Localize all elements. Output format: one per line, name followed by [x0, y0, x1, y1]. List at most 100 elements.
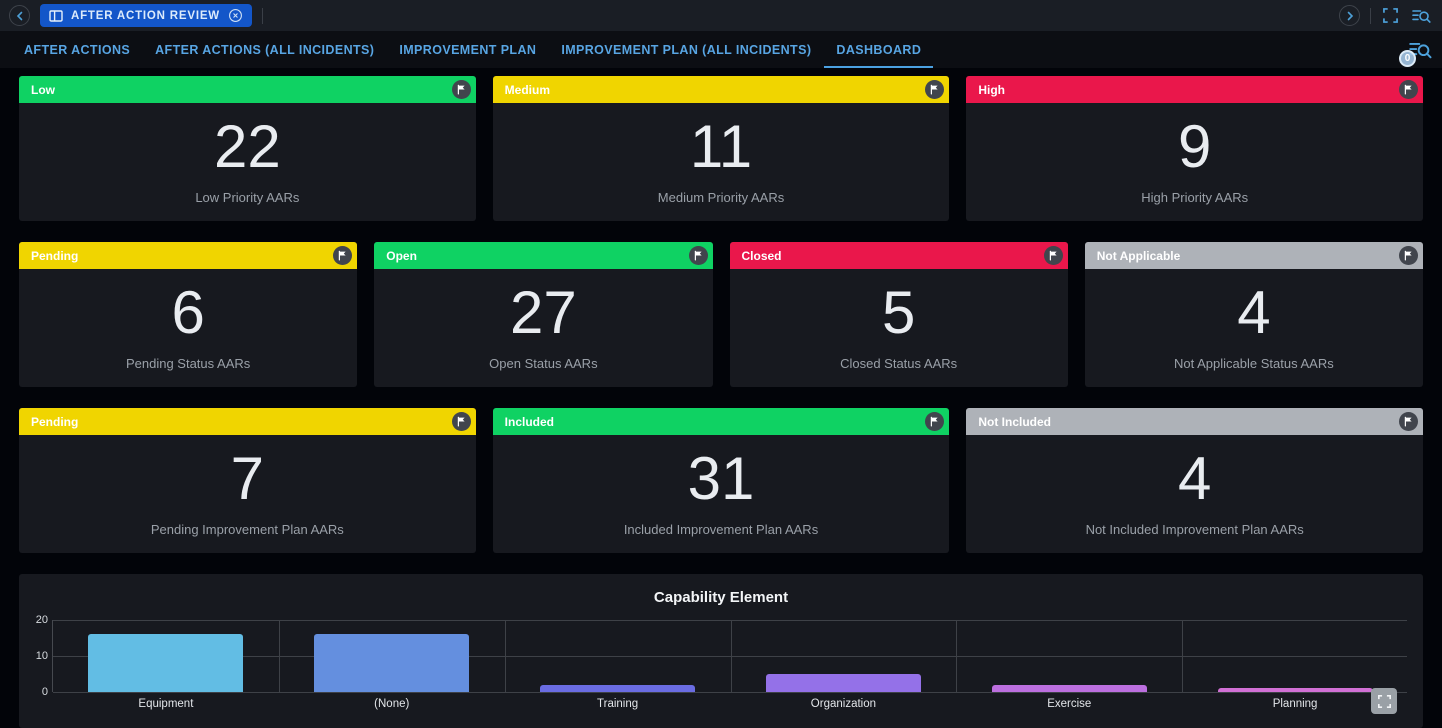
expand-icon	[1377, 694, 1391, 708]
gridline-v	[956, 620, 958, 692]
x-axis-label: Equipment	[138, 698, 194, 710]
tab-dashboard[interactable]: DASHBOARD	[824, 31, 934, 68]
card-value: 6	[171, 279, 205, 346]
card-value: 5	[881, 279, 916, 346]
card-header: Open	[374, 242, 713, 269]
kpi-card-low-priority-aars: Low 22 Low Priority AARs	[19, 76, 476, 221]
flag-icon	[1404, 416, 1412, 427]
flag-button[interactable]	[451, 80, 471, 99]
gridline-v	[1182, 620, 1184, 692]
gridline-v	[278, 620, 280, 692]
card-label: Not Applicable Status AARs	[1174, 356, 1334, 371]
card-header-label: Pending	[31, 248, 79, 263]
card-value: 27	[510, 279, 577, 346]
card-header: Not Included	[966, 408, 1424, 435]
card-header-label: Closed	[741, 248, 782, 263]
capability-element-chart-card: Capability Element 0 10 20 Equipment (None) T…	[19, 574, 1423, 728]
flag-button[interactable]	[333, 246, 353, 265]
card-header-label: Included	[504, 414, 555, 429]
card-value: 9	[1177, 113, 1212, 180]
flag-icon	[931, 84, 938, 95]
card-header-label: Pending	[31, 414, 79, 429]
chevron-right-icon	[1347, 11, 1353, 20]
x-axis-label: Training	[597, 698, 639, 710]
card-header-label: Open	[386, 248, 417, 263]
flag-button[interactable]	[451, 412, 471, 431]
chart-expand-button[interactable]	[1371, 688, 1397, 714]
divider	[261, 7, 263, 24]
card-header: High	[966, 76, 1424, 103]
gridline-v	[730, 620, 732, 692]
flag-button[interactable]	[925, 412, 945, 431]
bar--none-[interactable]	[314, 634, 470, 692]
card-header-label: Low	[31, 82, 55, 97]
card-value: 4	[1177, 445, 1212, 512]
fullscreen-icon	[1383, 8, 1398, 23]
flag-button[interactable]	[925, 80, 945, 99]
kpi-card-pending-improvement-plan-aars: Pending 7 Pending Improvement Plan AARs	[19, 408, 476, 553]
split-columns-icon	[49, 9, 63, 22]
bar-organization[interactable]	[765, 674, 921, 692]
kpi-card-open-status-aars: Open 27 Open Status AARs	[374, 242, 713, 387]
chart-title: Capability Element	[653, 589, 789, 606]
flag-icon	[1404, 84, 1412, 95]
card-value: 11	[689, 113, 753, 180]
chevron-left-icon	[16, 11, 22, 20]
card-header: Medium	[492, 76, 950, 103]
tab-after-actions[interactable]: AFTER ACTIONS	[24, 42, 131, 57]
gridline-v	[504, 620, 506, 692]
status-card-row: Pending 6 Pending Status AARs Open 27 Open St…	[19, 242, 1423, 387]
flag-button[interactable]	[1399, 246, 1418, 265]
card-label: Pending Status AARs	[125, 356, 251, 371]
bar-exercise[interactable]	[991, 684, 1147, 692]
kpi-card-included-improvement-plan-aars: Included 31 Included Improvement Plan AARs	[492, 408, 950, 553]
window-tab-after-action-review[interactable]: AFTER ACTION REVIEW	[40, 4, 252, 27]
kpi-card-not-included-improvement-plan-aars: Not Included 4 Not Included Improvement Pl…	[966, 408, 1424, 553]
flag-icon	[694, 250, 702, 261]
improvement-plan-card-row: Pending 7 Pending Improvement Plan AARs Inc…	[19, 408, 1424, 553]
tab-improvement-plan[interactable]: IMPROVEMENT PLAN	[399, 42, 537, 57]
card-label: Pending Improvement Plan AARs	[150, 522, 344, 537]
gridline-h	[53, 620, 1407, 621]
card-label: Open Status AARs	[489, 356, 598, 371]
y-axis-tick: 0	[41, 686, 48, 698]
card-label: Closed Status AARs	[840, 356, 958, 371]
x-axis-label: Planning	[1272, 698, 1318, 710]
nav-bar: AFTER ACTIONS AFTER ACTIONS (ALL INCIDENT…	[0, 31, 1442, 68]
x-axis-label: (None)	[374, 698, 410, 710]
fullscreen-button[interactable]	[1381, 6, 1400, 25]
flag-button[interactable]	[1399, 412, 1419, 431]
kpi-card-high-priority-aars: High 9 High Priority AARs	[966, 76, 1424, 221]
tab-improvement-plan-all-incidents[interactable]: IMPROVEMENT PLAN (ALL INCIDENTS)	[561, 42, 812, 57]
card-header-label: Medium	[504, 82, 551, 97]
window-tab-label: AFTER ACTION REVIEW	[71, 9, 220, 22]
flag-button[interactable]	[1043, 246, 1063, 265]
search-list-icon	[1412, 9, 1431, 23]
card-value: 31	[687, 445, 755, 512]
card-label: Medium Priority AARs	[657, 190, 785, 205]
flag-button[interactable]	[1399, 80, 1419, 99]
tab-after-actions-all-incidents[interactable]: AFTER ACTIONS (ALL INCIDENTS)	[155, 42, 375, 57]
flag-icon	[457, 84, 465, 95]
bar-training[interactable]	[540, 684, 696, 692]
x-axis-label: Exercise	[1047, 698, 1092, 710]
close-tab-icon[interactable]	[228, 8, 243, 23]
card-header: Pending	[19, 408, 476, 435]
card-header: Pending	[19, 242, 358, 269]
flag-icon	[931, 416, 938, 427]
kpi-card-medium-priority-aars: Medium 11 Medium Priority AARs	[492, 76, 950, 221]
kpi-card-pending-status-aars: Pending 6 Pending Status AARs	[19, 242, 358, 387]
bar-equipment[interactable]	[88, 634, 244, 692]
search-list-button[interactable]	[1410, 6, 1433, 26]
bar-chart-plot: 0 10 20 Equipment (None) Training Organization…	[36, 614, 1407, 710]
card-value: 22	[213, 113, 281, 180]
bar-planning[interactable]	[1217, 688, 1373, 692]
forward-button[interactable]	[1339, 5, 1360, 26]
card-header: Not Applicable	[1084, 242, 1423, 269]
divider	[1370, 7, 1371, 24]
kpi-card-not-applicable-status-aars: Not Applicable 4 Not Applicable Status AAR…	[1084, 242, 1423, 387]
cursor-badge: 0	[1399, 50, 1416, 67]
back-button[interactable]	[9, 5, 30, 26]
gridline-h	[53, 692, 1407, 693]
flag-button[interactable]	[688, 246, 708, 265]
